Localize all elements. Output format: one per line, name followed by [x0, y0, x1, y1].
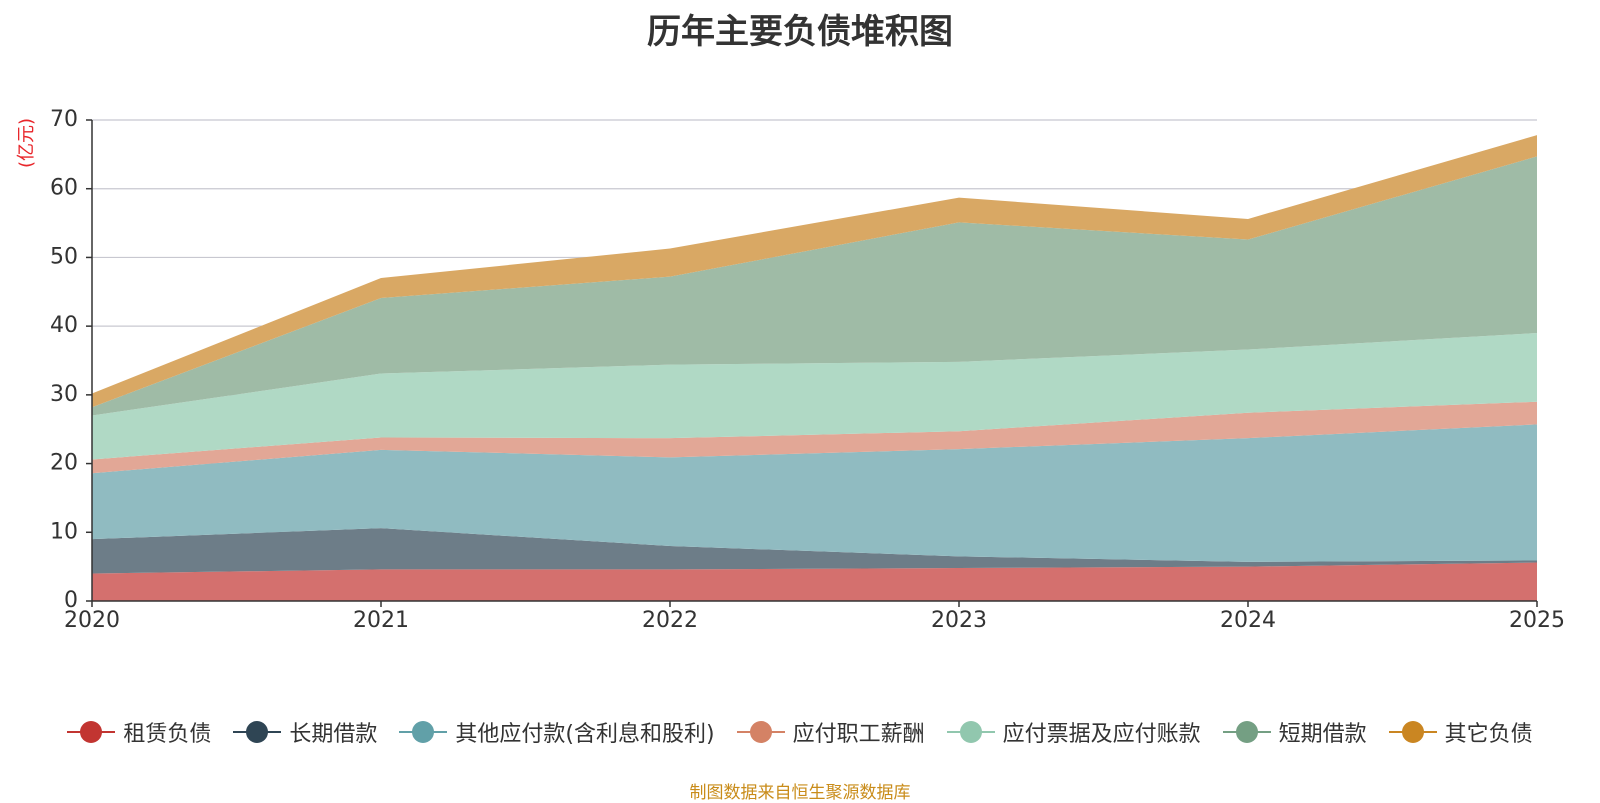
- x-tick-label-2024: 2024: [1220, 608, 1276, 633]
- area-series-4[interactable]: [92, 333, 1537, 460]
- legend-label: 应付职工薪酬: [792, 722, 925, 747]
- legend-label: 短期借款: [1278, 722, 1367, 747]
- legend-item-0[interactable]: 租赁负债: [67, 716, 211, 748]
- legend-marker-icon: [946, 719, 995, 745]
- area-series-3[interactable]: [92, 401, 1537, 474]
- y-axis-unit-label: (亿元): [16, 118, 37, 168]
- y-tick-label-50: 50: [50, 244, 78, 269]
- area-series-2[interactable]: [92, 424, 1537, 562]
- axes: 0 10 20 30 40 50 60 70 2020 2021 2022 2023 2024 2025: [50, 107, 1565, 633]
- legend-item-3[interactable]: 应付职工薪酬: [736, 716, 925, 748]
- legend-marker-icon: [1222, 719, 1271, 745]
- x-tick-label-2025: 2025: [1509, 608, 1565, 633]
- legend-item-2[interactable]: 其他应付款(含利息和股利): [399, 716, 715, 748]
- legend-marker-dot: [959, 721, 982, 743]
- x-tick-label-2023: 2023: [931, 608, 987, 633]
- legend-label: 其它负债: [1444, 722, 1533, 747]
- legend-marker-dot: [80, 721, 103, 743]
- legend-item-1[interactable]: 长期借款: [233, 716, 377, 748]
- legend-marker-dot: [1401, 721, 1424, 743]
- legend-marker-icon: [399, 719, 448, 745]
- legend-item-4[interactable]: 应付票据及应付账款: [946, 716, 1201, 748]
- source-note: 制图数据来自恒生聚源数据库: [689, 783, 911, 803]
- y-tick-label-70: 70: [50, 107, 78, 132]
- y-tick-label-0: 0: [64, 588, 78, 613]
- y-tick-label-20: 20: [50, 451, 78, 476]
- x-tick-label-2020: 2020: [64, 608, 120, 633]
- y-tick-label-40: 40: [50, 313, 78, 338]
- legend-marker-icon: [67, 719, 116, 745]
- x-tick-label-2021: 2021: [353, 608, 409, 633]
- y-tick-label-60: 60: [50, 176, 78, 201]
- legend-marker-dot: [1235, 721, 1258, 743]
- area-series: [92, 135, 1537, 601]
- y-tick-label-30: 30: [50, 382, 78, 407]
- area-series-5[interactable]: [92, 156, 1537, 416]
- legend-marker-icon: [1388, 719, 1437, 745]
- legend-item-6[interactable]: 其它负债: [1388, 716, 1533, 748]
- chart-title: 历年主要负债堆积图: [647, 12, 953, 52]
- legend-label: 租赁负债: [123, 722, 212, 747]
- legend-marker-dot: [246, 721, 269, 743]
- legend-marker-dot: [749, 721, 772, 743]
- legend-marker-dot: [412, 721, 435, 743]
- legend: 租赁负债 长期借款 其他应付款(含利息和股利) 应付职工薪酬 应付票据及应付账款 短期借款…: [0, 716, 1600, 748]
- area-series-1[interactable]: [92, 528, 1537, 574]
- legend-marker-icon: [233, 719, 282, 745]
- legend-marker-icon: [736, 719, 785, 745]
- legend-label: 长期借款: [289, 722, 378, 747]
- legend-label: 应付票据及应付账款: [1002, 722, 1201, 747]
- legend-label: 其他应付款(含利息和股利): [455, 722, 715, 747]
- x-tick-label-2022: 2022: [642, 608, 698, 633]
- area-series-0[interactable]: [92, 562, 1537, 601]
- y-tick-label-10: 10: [50, 519, 78, 544]
- legend-item-5[interactable]: 短期借款: [1222, 716, 1367, 748]
